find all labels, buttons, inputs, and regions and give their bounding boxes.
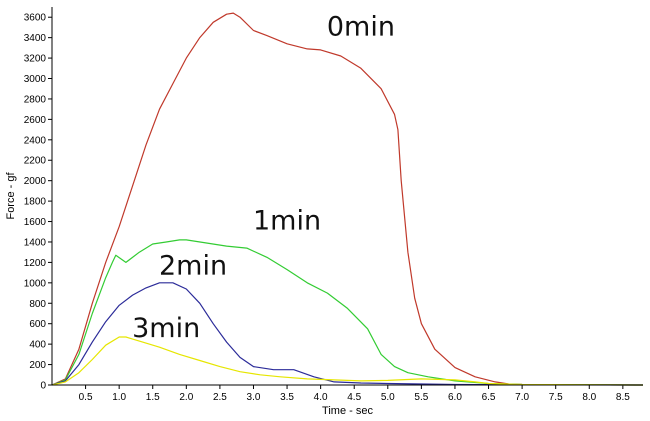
x-tick-label: 1.0 bbox=[112, 392, 126, 403]
y-tick-label: 3400 bbox=[24, 33, 47, 44]
y-tick-label: 1400 bbox=[24, 237, 47, 248]
y-tick-label: 2800 bbox=[24, 94, 47, 105]
x-tick-label: 2.5 bbox=[213, 392, 227, 403]
y-axis-title: Force - gf bbox=[5, 172, 17, 220]
series-line-0min bbox=[51, 12, 644, 386]
y-tick-label: 2600 bbox=[24, 115, 47, 126]
series-label-1min: 1min bbox=[253, 206, 321, 237]
y-axis-ticks: 0 200 400 600 800 1000 1200 1400 1600 1800 2000 220… bbox=[24, 13, 52, 392]
x-axis-title: Time - sec bbox=[322, 405, 373, 417]
x-tick-label: 2.0 bbox=[179, 392, 193, 403]
y-tick-label: 3200 bbox=[24, 54, 47, 65]
series-lines bbox=[51, 12, 644, 386]
y-tick-label: 2400 bbox=[24, 135, 47, 146]
series-labels: 0min 1min 2min 3min bbox=[132, 12, 395, 344]
y-tick-label: 1600 bbox=[24, 217, 47, 228]
y-tick-label: 400 bbox=[29, 340, 46, 351]
x-tick-label: 7.0 bbox=[515, 392, 529, 403]
x-tick-label: 8.5 bbox=[616, 392, 630, 403]
series-label-0min: 0min bbox=[327, 12, 395, 43]
y-tick-label: 1800 bbox=[24, 197, 47, 208]
x-tick-label: 1.5 bbox=[146, 392, 160, 403]
y-tick-label: 800 bbox=[29, 299, 46, 310]
y-tick-label: 200 bbox=[29, 360, 46, 371]
series-label-3min: 3min bbox=[132, 313, 200, 344]
x-tick-label: 3.0 bbox=[247, 392, 261, 403]
x-tick-label: 5.0 bbox=[381, 392, 395, 403]
x-tick-label: 3.5 bbox=[280, 392, 294, 403]
y-tick-label: 600 bbox=[29, 319, 46, 330]
y-tick-label: 0 bbox=[40, 381, 46, 392]
series-line-3min bbox=[51, 336, 644, 386]
y-tick-label: 1200 bbox=[24, 258, 47, 269]
x-tick-label: 6.5 bbox=[482, 392, 496, 403]
x-axis-ticks: 0.5 1.0 1.5 2.0 2.5 3.0 3.5 4.0 4.5 5.0 5.5 6.0 6.5 7… bbox=[79, 385, 630, 403]
series-line-2min bbox=[51, 282, 644, 386]
y-tick-label: 2000 bbox=[24, 176, 47, 187]
y-tick-label: 2200 bbox=[24, 156, 47, 167]
x-tick-label: 4.5 bbox=[347, 392, 361, 403]
x-tick-label: 8.0 bbox=[582, 392, 596, 403]
x-tick-label: 4.0 bbox=[314, 392, 328, 403]
x-tick-label: 7.5 bbox=[549, 392, 563, 403]
series-line-1min bbox=[51, 239, 644, 386]
x-tick-label: 5.5 bbox=[414, 392, 428, 403]
x-tick-label: 0.5 bbox=[79, 392, 93, 403]
series-label-2min: 2min bbox=[159, 251, 227, 282]
y-tick-label: 1000 bbox=[24, 278, 47, 289]
y-tick-label: 3600 bbox=[24, 13, 47, 24]
x-tick-label: 6.0 bbox=[448, 392, 462, 403]
y-tick-label: 3000 bbox=[24, 74, 47, 85]
